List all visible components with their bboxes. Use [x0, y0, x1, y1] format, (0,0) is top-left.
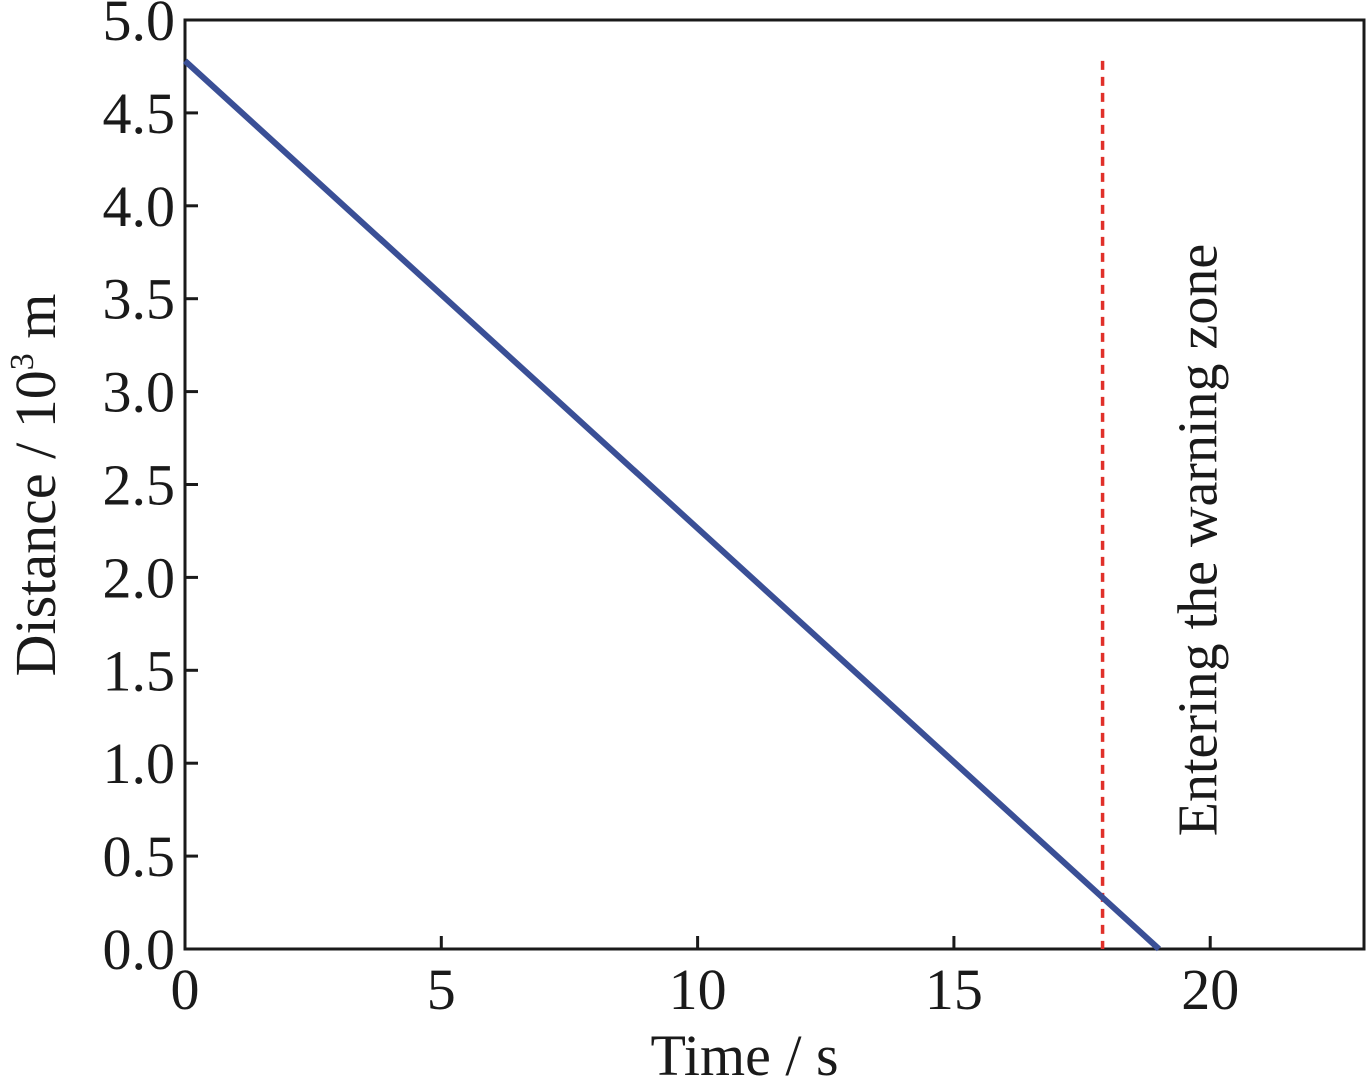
x-tick-label: 15	[925, 957, 983, 1022]
y-tick-label: 2.0	[103, 545, 176, 610]
x-tick-label: 20	[1181, 957, 1239, 1022]
y-tick-label: 3.5	[103, 267, 176, 332]
x-tick-label: 10	[669, 957, 727, 1022]
y-axis-title-superscript: 3	[4, 353, 41, 370]
y-tick-label: 4.5	[103, 81, 176, 146]
y-axis-title: Distance / 103 m	[3, 294, 68, 677]
plot-area: 0 5 10 15 20 0.0 0.5 1.0 1.5 2.0 2.5 3.0 3.5 4.0 4.5 5.…	[103, 0, 1366, 1022]
y-tick-label: 1.5	[103, 638, 176, 703]
y-tick-label: 3.0	[103, 360, 176, 425]
y-tick-label: 0.0	[103, 917, 176, 982]
y-tick-label: 2.5	[103, 453, 176, 518]
x-tick-label: 5	[427, 957, 456, 1022]
y-axis-title-suffix: m	[3, 294, 68, 354]
y-axis-title-prefix: Distance / 10	[3, 370, 68, 676]
x-axis-title: Time / s	[650, 1023, 838, 1080]
series-line	[182, 58, 1161, 952]
y-tick-label: 4.0	[103, 174, 176, 239]
y-tick-label: 0.5	[103, 824, 176, 889]
y-tick-label: 1.0	[103, 731, 176, 796]
y-tick-label: 5.0	[103, 0, 176, 53]
warning-zone-label: Entering the warning zone	[1168, 244, 1230, 836]
x-tick-label: 0	[171, 957, 200, 1022]
